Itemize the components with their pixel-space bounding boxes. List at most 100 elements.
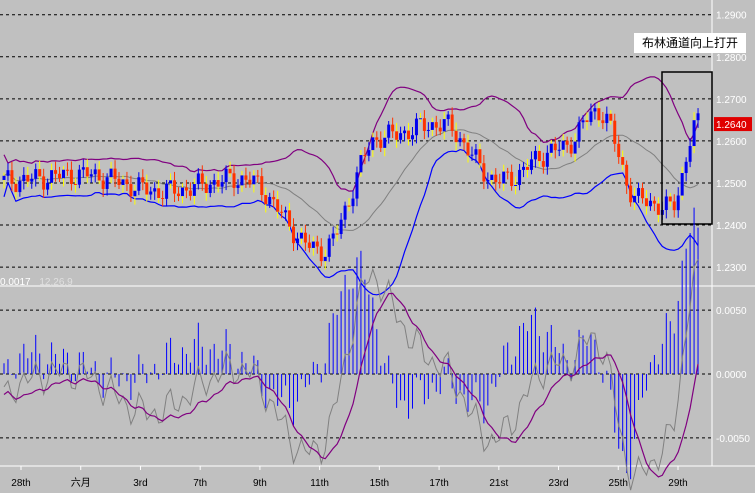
- candle-body: [93, 169, 97, 175]
- candle-body: [629, 185, 633, 203]
- candle-body: [335, 233, 339, 235]
- candle-body: [299, 232, 303, 239]
- candle-body: [490, 174, 494, 181]
- macd-tick-label: -0.0050: [716, 434, 750, 445]
- candle-body: [442, 119, 446, 132]
- price-tick-label: 1.2600: [716, 137, 747, 148]
- candle-body: [30, 178, 34, 182]
- candle-body: [664, 196, 668, 210]
- date-label: 17th: [429, 478, 448, 489]
- candle-body: [621, 157, 625, 165]
- candle-body: [605, 113, 609, 124]
- date-label: 3rd: [133, 478, 147, 489]
- date-label: 15th: [370, 478, 389, 489]
- candle-body: [177, 193, 180, 197]
- last-price-tag: [714, 117, 752, 132]
- candle-body: [319, 246, 323, 262]
- candle-body: [418, 118, 422, 120]
- candle-body: [589, 111, 593, 123]
- candle-body: [410, 135, 414, 140]
- candle-body: [593, 108, 597, 112]
- candle-body: [379, 139, 383, 148]
- candle-body: [236, 185, 240, 188]
- candle-body: [403, 130, 407, 134]
- candle-body: [518, 169, 522, 185]
- candle-body: [196, 173, 200, 185]
- date-label: 29th: [668, 478, 687, 489]
- candle-body: [97, 169, 101, 181]
- candle-body: [573, 141, 577, 154]
- candle-body: [252, 175, 256, 185]
- candle-body: [359, 155, 363, 173]
- candle-body: [240, 175, 244, 186]
- price-tick-label: 1.2500: [716, 179, 747, 190]
- candle-body: [347, 205, 351, 207]
- candle-body: [696, 113, 700, 121]
- candle-body: [644, 198, 648, 207]
- candle-body: [85, 167, 89, 177]
- macd-signal-line: [3, 292, 699, 478]
- macd-header: 0.0017 12,26,9: [0, 277, 73, 288]
- candle-body: [2, 175, 6, 181]
- candle-body: [165, 183, 169, 199]
- candle-body: [498, 182, 502, 184]
- candle-body: [426, 129, 430, 131]
- candle-body: [537, 150, 541, 162]
- candle-body: [545, 152, 549, 167]
- candle-body: [208, 184, 212, 194]
- candle-body: [597, 108, 601, 121]
- candle-body: [577, 122, 581, 142]
- candle-body: [351, 198, 355, 207]
- candle-body: [105, 177, 109, 189]
- candle-body: [450, 114, 454, 131]
- candle-body: [470, 154, 474, 156]
- price-tick-label: 1.2400: [716, 221, 747, 232]
- candle-body: [684, 161, 688, 174]
- date-label: 25th: [609, 478, 628, 489]
- candle-body: [371, 137, 375, 151]
- candle-body: [315, 241, 319, 247]
- candle-body: [280, 211, 284, 213]
- candle-body: [482, 163, 486, 182]
- candle-body: [38, 169, 42, 177]
- candle-body: [54, 170, 58, 174]
- candle-body: [184, 187, 188, 191]
- candle-body: [617, 143, 621, 158]
- candle-body: [462, 138, 466, 143]
- date-label: 21st: [489, 478, 508, 489]
- candle-body: [339, 219, 343, 235]
- candle-body: [173, 180, 177, 194]
- candle-body: [113, 168, 117, 179]
- price-tick-label: 1.2700: [716, 95, 747, 106]
- candle-body: [561, 140, 565, 150]
- candle-body: [569, 144, 573, 154]
- candle-body: [77, 169, 81, 185]
- highlight-box: [661, 71, 713, 225]
- candle-body: [625, 164, 629, 186]
- candle-body: [188, 190, 192, 196]
- candle-body: [514, 184, 518, 186]
- candle-body: [692, 120, 696, 147]
- candle-body: [522, 166, 526, 170]
- candle-body: [323, 256, 327, 262]
- candle-body: [248, 179, 252, 185]
- price-tick-label: 1.2800: [716, 53, 747, 64]
- candle-body: [486, 180, 490, 182]
- candle-body: [6, 170, 10, 176]
- candle-body: [648, 200, 652, 207]
- candle-body: [228, 168, 232, 174]
- candle-body: [458, 138, 462, 143]
- candle-body: [244, 175, 248, 180]
- candle-body: [446, 114, 450, 120]
- candle-body: [478, 149, 482, 164]
- candle-body: [581, 120, 585, 123]
- candle-body: [216, 180, 220, 187]
- candle-body: [641, 188, 645, 199]
- candle-body: [391, 124, 395, 132]
- candle-body: [585, 120, 589, 123]
- macd-header-params: 12,26,9: [39, 277, 73, 288]
- candle-body: [533, 150, 537, 160]
- candle-body: [141, 177, 145, 183]
- candle-body: [81, 167, 85, 170]
